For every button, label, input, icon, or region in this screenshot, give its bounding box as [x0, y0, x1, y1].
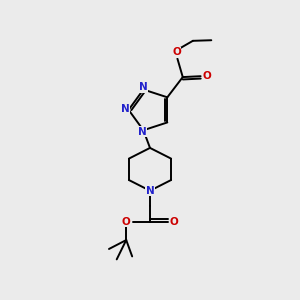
- Text: N: N: [139, 82, 148, 92]
- Text: O: O: [203, 71, 212, 81]
- Text: O: O: [122, 217, 130, 226]
- Text: N: N: [137, 127, 146, 137]
- Text: O: O: [170, 217, 179, 226]
- Text: N: N: [121, 104, 129, 114]
- Text: N: N: [146, 186, 154, 196]
- Text: O: O: [172, 47, 181, 57]
